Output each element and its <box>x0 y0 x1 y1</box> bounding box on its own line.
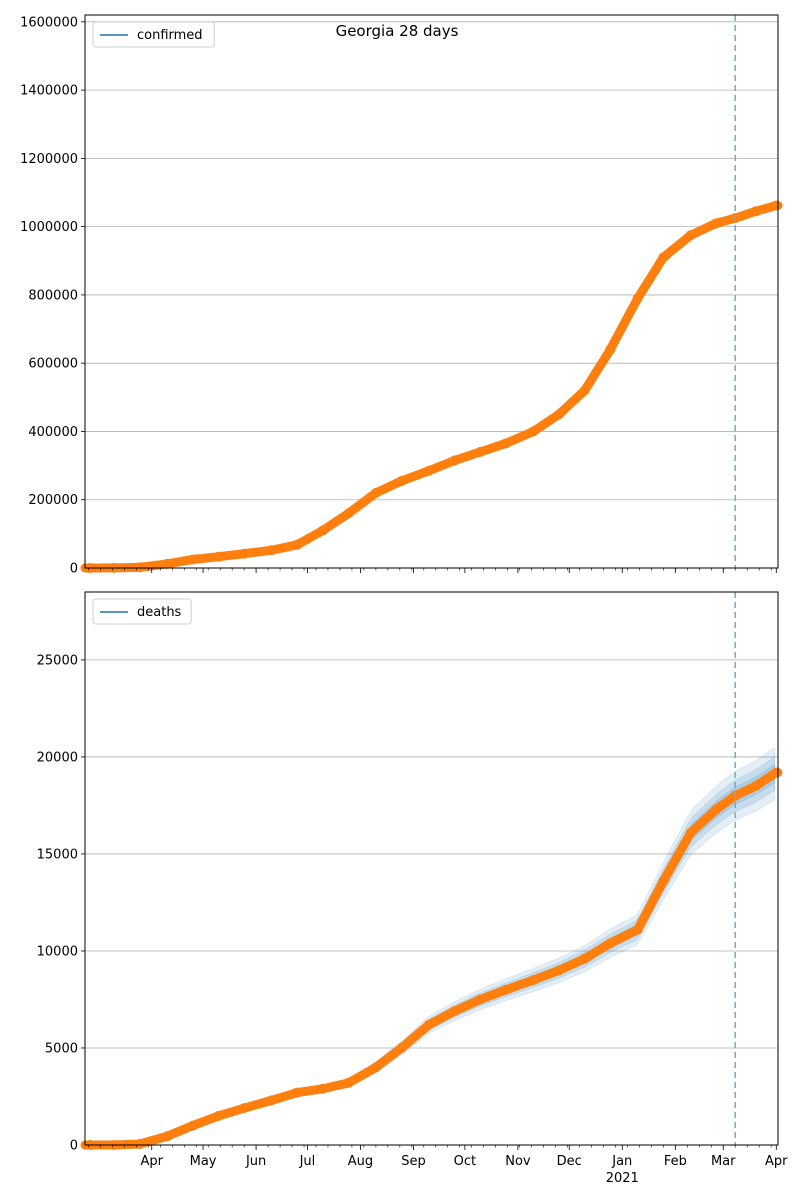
series-line-deaths <box>80 768 783 1150</box>
y-tick-label: 5000 <box>45 1041 78 1056</box>
data-point <box>423 1019 434 1030</box>
y-tick-label: 400000 <box>28 425 78 440</box>
y-tick-label: 20000 <box>37 750 78 765</box>
x-tick-label: Jan <box>611 1154 632 1169</box>
data-point <box>396 1043 407 1053</box>
data-point <box>685 230 696 241</box>
x-tick-label: May <box>190 1154 217 1169</box>
data-point <box>632 293 643 304</box>
data-point <box>343 1077 354 1088</box>
data-point <box>750 206 761 217</box>
data-point <box>239 548 250 559</box>
data-point <box>475 994 486 1005</box>
data-point <box>579 953 590 964</box>
data-point <box>554 965 564 976</box>
x-year-label: 2021 <box>606 1171 639 1186</box>
y-tick-label: 200000 <box>28 493 78 508</box>
data-point <box>554 409 564 420</box>
x-tick-label: Sep <box>401 1154 426 1169</box>
data-point <box>266 1095 277 1106</box>
legend: deaths <box>92 598 192 625</box>
data-point <box>134 562 145 573</box>
data-point <box>292 539 303 550</box>
data-point <box>317 525 328 536</box>
data-point <box>658 876 669 887</box>
y-tick-label: 1000000 <box>20 220 78 235</box>
data-point <box>528 426 539 437</box>
legend-label: deaths <box>137 605 182 620</box>
x-tick-label: Oct <box>454 1154 476 1169</box>
x-tick-label: Nov <box>505 1154 531 1169</box>
x-tick-label: Feb <box>664 1154 687 1169</box>
data-point <box>528 975 539 986</box>
data-point <box>632 924 643 935</box>
data-point <box>685 827 696 838</box>
data-point <box>213 1110 224 1121</box>
data-point <box>423 465 434 476</box>
data-point <box>771 200 782 211</box>
data-point <box>475 446 486 457</box>
data-point <box>605 344 616 355</box>
data-point <box>266 545 277 556</box>
x-tick-label: Apr <box>140 1154 163 1169</box>
legend-box <box>92 598 192 625</box>
data-point <box>317 1083 328 1094</box>
plot-frame <box>84 591 779 1146</box>
data-point <box>396 476 407 486</box>
data-point <box>500 438 511 449</box>
y-tick-label: 600000 <box>28 357 78 372</box>
data-point <box>771 767 782 778</box>
x-tick-label: Dec <box>557 1154 582 1169</box>
x-tick-label: Aug <box>348 1154 373 1169</box>
data-point <box>292 1087 303 1098</box>
x-tick-label: Jul <box>299 1154 316 1169</box>
data-point <box>605 938 616 949</box>
data-point <box>750 781 761 791</box>
x-tick-label: Apr <box>765 1154 788 1169</box>
y-tick-label: 800000 <box>28 288 78 303</box>
legend: confirmed <box>92 21 215 48</box>
data-point <box>711 804 722 815</box>
legend-box <box>92 21 215 48</box>
data-point <box>187 554 198 565</box>
confidence-band <box>127 746 775 1146</box>
data-point <box>579 385 590 396</box>
data-point <box>449 455 460 466</box>
data-point <box>213 551 224 562</box>
data-point <box>162 558 173 569</box>
data-point <box>162 1131 173 1142</box>
x-tick-label: Mar <box>711 1154 736 1169</box>
data-point <box>500 984 511 995</box>
data-point <box>658 252 669 263</box>
data-point <box>370 1062 381 1073</box>
panel-0: 0 200000 400000 600000 800000 1000000 1200000 1… <box>20 14 783 577</box>
data-point <box>134 1139 145 1149</box>
y-tick-label: 0 <box>70 562 78 577</box>
data-point <box>187 1120 198 1131</box>
y-tick-label: 0 <box>70 1139 78 1154</box>
series-line-confirmed <box>80 201 783 573</box>
y-tick-label: 1600000 <box>20 15 78 30</box>
chart-title: Georgia 28 days <box>336 22 459 40</box>
data-point <box>449 1006 460 1017</box>
x-tick-label: Jun <box>245 1154 266 1169</box>
y-tick-label: 15000 <box>37 847 78 862</box>
data-point <box>370 487 381 498</box>
y-tick-label: 25000 <box>37 653 78 668</box>
panel-1: 0 5000 10000 15000 20000 25000 Apr May Jun Jul Aug… <box>37 591 788 1186</box>
data-point <box>711 218 722 229</box>
data-point <box>343 508 354 519</box>
legend-label: confirmed <box>137 28 203 43</box>
confidence-band <box>127 763 775 1146</box>
plot-frame <box>84 14 779 569</box>
y-tick-label: 10000 <box>37 944 78 959</box>
y-tick-label: 1200000 <box>20 152 78 167</box>
data-point <box>239 1103 250 1114</box>
y-tick-label: 1400000 <box>20 84 78 99</box>
